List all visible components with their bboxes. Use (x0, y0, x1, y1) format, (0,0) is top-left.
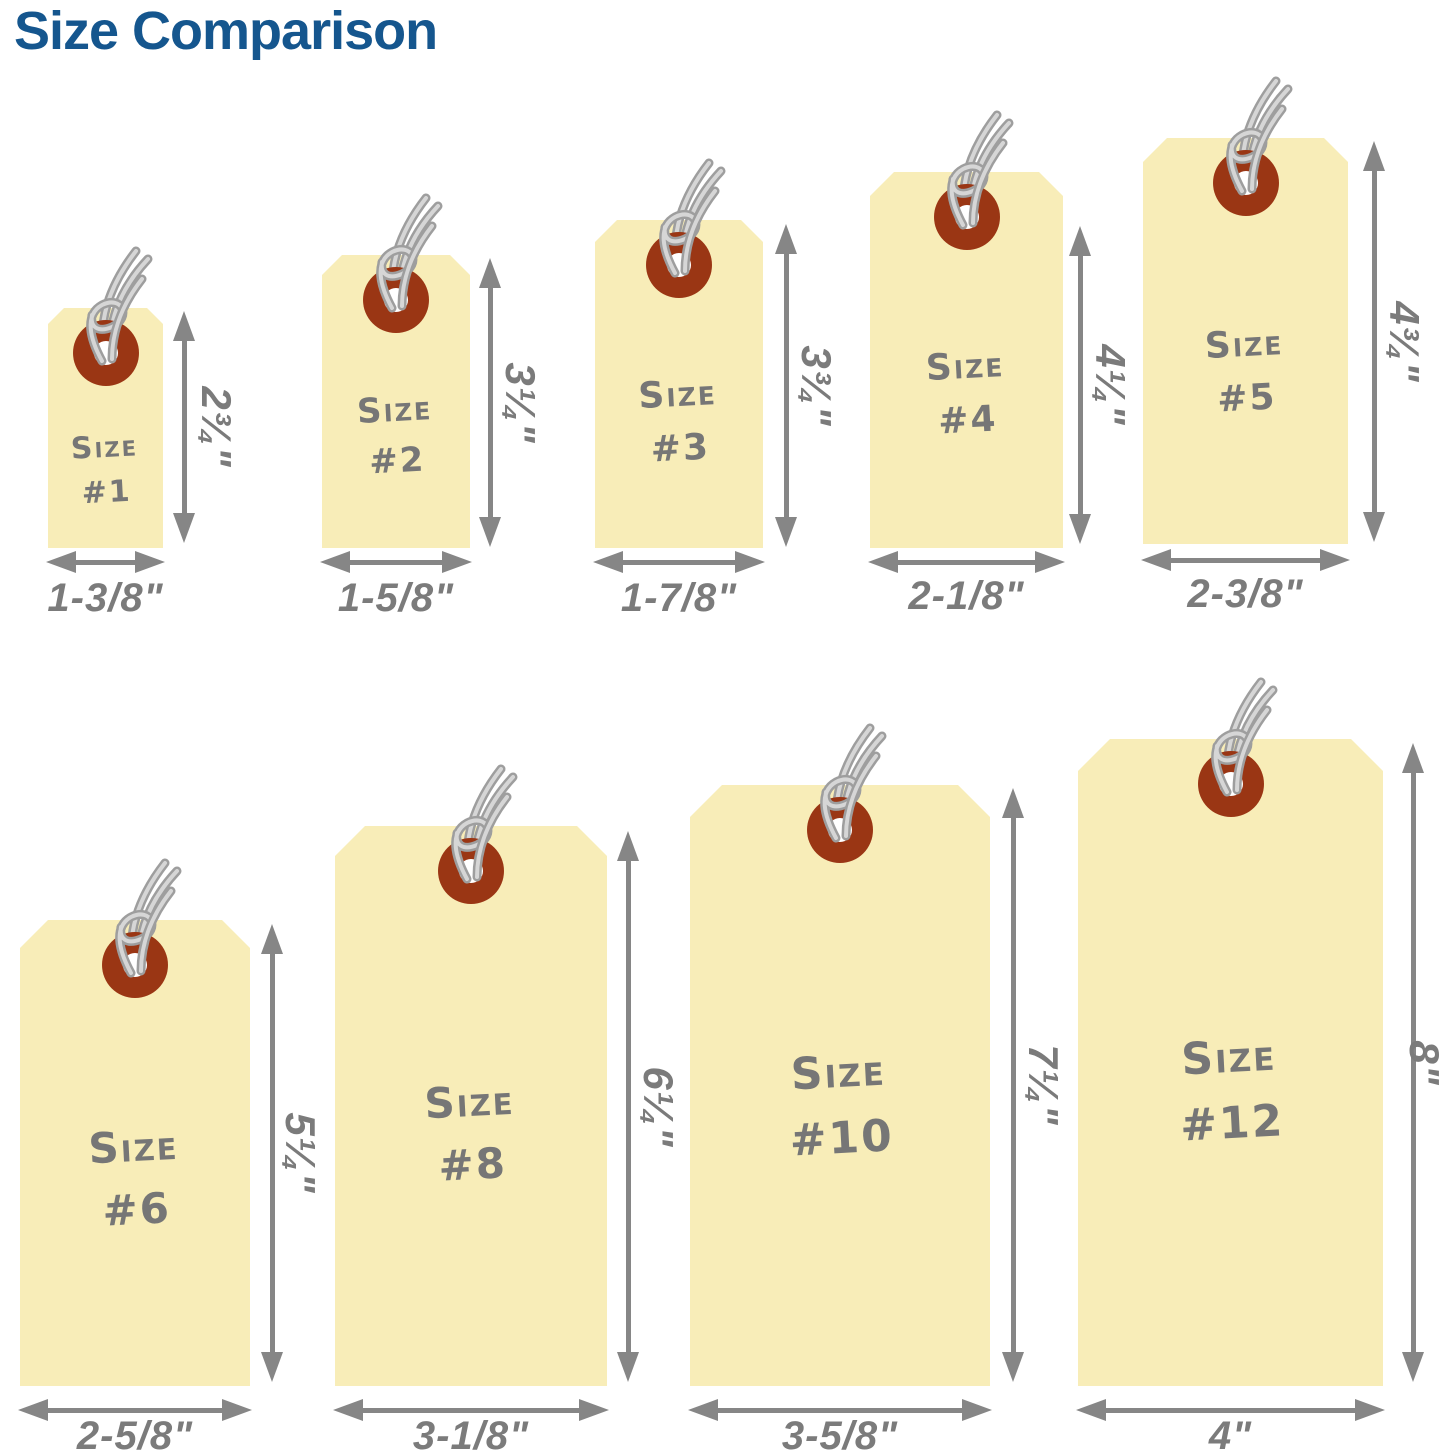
tag-size-text: Size #3 (592, 364, 765, 481)
height-label: 6¼" (635, 1065, 682, 1148)
tag-size-number: #6 (101, 1183, 173, 1236)
width-label: 1-5/8" (337, 576, 455, 620)
tag-size-word: Size (69, 428, 139, 467)
height-label: 4¼" (1087, 344, 1134, 426)
shipping-tag (690, 785, 990, 1386)
width-label: 2-3/8" (1187, 572, 1304, 616)
width-arrow (74, 559, 137, 565)
width-label: 3-5/8" (781, 1414, 899, 1455)
grommet-string-icon (1171, 674, 1291, 844)
height-arrow (1371, 169, 1377, 514)
tag-size-text: Size #2 (319, 381, 472, 491)
page-title: Size Comparison (14, 1, 438, 61)
tag-size-text: Size #6 (17, 1109, 253, 1247)
width-arrow (361, 1407, 581, 1413)
grommet-string-icon (907, 107, 1027, 277)
grommet-string-icon (46, 243, 166, 413)
width-arrow (46, 1407, 224, 1413)
height-arrow (181, 339, 187, 515)
grommet-string-icon (336, 190, 456, 360)
width-arrow (348, 559, 444, 565)
height-arrow (1010, 816, 1016, 1354)
tag-size-text: Size #8 (332, 1063, 610, 1203)
height-label: 4¾" (1381, 300, 1428, 383)
tag-size-number: #1 (80, 473, 133, 512)
width-arrow (1104, 1407, 1357, 1413)
height-arrow (783, 252, 789, 519)
height-label: 3¼" (497, 361, 544, 444)
grommet-string-icon (780, 720, 900, 890)
height-label: 2¾" (193, 386, 240, 468)
width-arrow (896, 559, 1037, 565)
tag-size-number: #3 (649, 426, 712, 471)
grommet-string-icon (411, 761, 531, 931)
height-label: 3¾" (793, 344, 840, 427)
tag-size-text: Size #5 (1140, 313, 1350, 432)
grommet-string-icon (619, 155, 739, 325)
height-label: 5¼" (277, 1112, 324, 1194)
tag-size-number: #2 (368, 439, 427, 483)
width-arrow (716, 1407, 964, 1413)
width-label: 4" (1208, 1414, 1253, 1455)
tag-size-text: Size #12 (1075, 1017, 1386, 1165)
tag-size-text: Size #4 (867, 335, 1065, 453)
tag-size-word: Size (356, 388, 434, 432)
width-arrow (621, 559, 737, 565)
width-label: 2-1/8" (908, 574, 1025, 618)
width-label: 2-5/8" (76, 1414, 194, 1455)
height-arrow (1410, 771, 1416, 1354)
width-label: 1-7/8" (620, 576, 738, 620)
grommet-string-icon (1186, 73, 1306, 243)
width-label: 3-1/8" (412, 1414, 530, 1455)
grommet-string-icon (75, 855, 195, 1025)
tag-size-word: Size (637, 372, 718, 418)
height-arrow (1077, 254, 1083, 516)
shipping-tag (335, 826, 607, 1386)
shipping-tag (1078, 739, 1383, 1386)
width-label: 1-3/8" (47, 576, 164, 620)
height-arrow (269, 952, 275, 1354)
height-arrow (487, 286, 493, 519)
tag-size-text: Size #10 (687, 1032, 993, 1180)
tag-size-number: #4 (937, 398, 999, 443)
width-arrow (1169, 557, 1322, 563)
tag-size-number: #5 (1216, 376, 1278, 421)
tag-size-text: Size #1 (46, 422, 166, 518)
height-label: 8" (1401, 1039, 1445, 1086)
height-label: 7¼" (1020, 1044, 1067, 1126)
height-arrow (625, 859, 631, 1354)
